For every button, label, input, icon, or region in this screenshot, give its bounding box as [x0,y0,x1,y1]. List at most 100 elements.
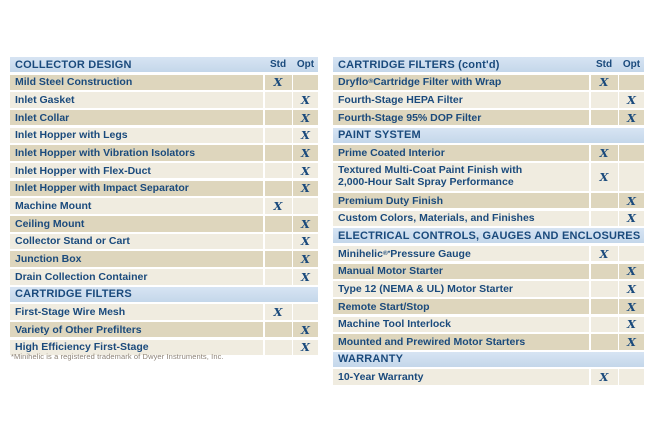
section-header: ELECTRICAL CONTROLS, GAUGES AND ENCLOSUR… [333,228,644,244]
table-row: Manual Motor Starter X [333,263,644,279]
row-label: Inlet Gasket [10,92,263,108]
section-header: CARTRIDGE FILTERS [10,286,318,302]
row-label: Inlet Hopper with Vibration Isolators [10,145,263,161]
row-label-text: Prime Coated Interior [338,146,445,159]
opt-cell [293,304,318,320]
table-row: Inlet Hopper with Legs X [10,127,318,144]
table-row: Inlet Collar X [10,109,318,126]
row-label: Type 12 (NEMA & UL) Motor Starter [333,281,589,297]
row-label: Variety of Other Prefilters [10,321,263,338]
section-title: CARTRIDGE FILTERS (cont'd) [338,58,500,71]
table-row: Machine Mount X [10,198,318,214]
row-label: High Efficiency First-Stage [10,339,263,356]
table-row: High Efficiency First-Stage X [10,339,318,356]
row-label: Inlet Hopper with Flex-Duct [10,162,263,179]
std-cell: X [590,369,618,385]
opt-cell: X [293,321,318,338]
table-row: Ceiling Mount X [10,216,318,232]
std-cell [264,269,292,285]
row-label-text: Collector Stand or Cart [15,235,130,248]
row-label: 10-Year Warranty [333,369,589,385]
std-cell [590,192,618,209]
table-row: Type 12 (NEMA & UL) Motor Starter X [333,281,644,297]
row-label-text: First-Stage Wire Mesh [15,306,126,318]
std-cell [590,92,618,108]
table-row: Textured Multi-Coat Paint Finish with 2,0… [333,162,644,191]
table-row: Prime Coated Interior X [333,145,644,161]
opt-cell: X [619,210,644,227]
opt-cell [293,74,318,90]
opt-cell: X [293,233,318,250]
section-title: PAINT SYSTEM [338,129,421,142]
row-label: Mounted and Prewired Motor Starters [333,334,589,350]
std-cell [264,145,292,161]
table-row: Junction Box X [10,251,318,267]
std-cell [264,127,292,144]
opt-cell: X [619,192,644,209]
row-label-text: Dryflo [338,76,369,89]
table-row: Collector Stand or Cart X [10,233,318,250]
std-cell: X [264,198,292,214]
section-header: COLLECTOR DESIGN Std Opt [10,57,318,72]
table-row: Remote Start/Stop X [333,298,644,315]
row-label-text: Textured Multi-Coat Paint Finish with [338,164,523,177]
row-label-line2: 2,000-Hour Salt Spray Performance [338,175,514,188]
table-row: Minihelic ®* Pressure Gauge X [333,245,644,262]
std-cell: X [264,74,292,90]
opt-cell [619,145,644,161]
row-label-text: Fourth-Stage 95% DOP Filter [338,111,482,124]
section-header: WARRANTY [333,351,644,367]
table-row: Drain Collection Container X [10,269,318,285]
std-cell [264,180,292,197]
opt-cell: X [619,316,644,333]
opt-cell: X [619,334,644,350]
section-title: ELECTRICAL CONTROLS, GAUGES AND ENCLOSUR… [338,229,641,242]
table-row: Variety of Other Prefilters X [10,321,318,338]
std-cell [264,109,292,126]
row-label: Remote Start/Stop [333,298,589,315]
std-cell [590,263,618,279]
opt-cell [293,198,318,214]
std-cell [590,298,618,315]
row-label: Custom Colors, Materials, and Finishes [333,210,589,227]
table-row: Fourth-Stage 95% DOP Filter X [333,109,644,126]
row-label-text: Variety of Other Prefilters [15,323,142,336]
row-label-text: Mounted and Prewired Motor Starters [338,336,526,348]
std-cell: X [590,74,618,90]
std-cell [264,339,292,356]
opt-cell: X [619,263,644,279]
right-spec-table: CARTRIDGE FILTERS (cont'd) Std Opt Dryflo ® … [333,57,644,387]
row-label: Prime Coated Interior [333,145,589,161]
opt-cell: X [293,269,318,285]
row-label-text: Pressure Gauge [390,247,471,260]
row-label-text: Type 12 (NEMA & UL) Motor Starter [338,282,514,295]
row-label: Fourth-Stage HEPA Filter [333,92,589,108]
section-header: CARTRIDGE FILTERS (cont'd) Std Opt [333,57,644,72]
row-label: Mild Steel Construction [10,74,263,90]
std-column-header: Std [595,59,613,70]
table-row: Inlet Hopper with Flex-Duct X [10,162,318,179]
table-row: Inlet Hopper with Vibration Isolators X [10,145,318,161]
row-label-text: Inlet Hopper with Legs [15,129,128,142]
opt-cell: X [293,127,318,144]
opt-column-header: Opt [622,59,641,70]
row-label-text: High Efficiency First-Stage [15,341,149,354]
std-cell [590,281,618,297]
opt-column-header: Opt [296,59,315,70]
left-spec-table: COLLECTOR DESIGN Std Opt Mild Steel Constru… [10,57,318,357]
opt-cell: X [293,145,318,161]
row-label-text: 10-Year Warranty [338,371,424,384]
row-label: Inlet Hopper with Impact Separator [10,180,263,197]
row-label: Textured Multi-Coat Paint Finish with 2,0… [333,162,589,191]
std-cell [264,216,292,232]
row-label-text: Fourth-Stage HEPA Filter [338,93,463,106]
row-label: Minihelic ®* Pressure Gauge [333,245,589,262]
table-row: 10-Year Warranty X [333,369,644,385]
row-label-text: Junction Box [15,253,82,266]
row-label-text: Inlet Hopper with Flex-Duct [15,164,151,177]
opt-cell: X [293,339,318,356]
std-cell [264,92,292,108]
row-label-text: Machine Tool Interlock [338,318,451,331]
table-row: First-Stage Wire Mesh X [10,304,318,320]
